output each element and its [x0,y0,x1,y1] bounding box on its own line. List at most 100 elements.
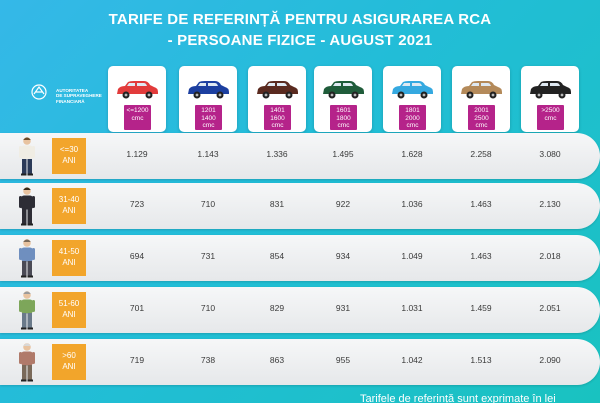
coupe-car-icon [392,81,433,99]
person-icon [19,291,35,330]
age-range: 41-50 [58,247,80,256]
tariff-value: 719 [129,355,145,365]
tariff-value: 701 [129,303,145,313]
logo-line-1: AUTORITATEA [56,88,89,93]
engine-class-text: cmc [271,122,284,129]
age-unit: ANI [62,258,76,267]
tariff-value: 934 [335,251,351,261]
engine-class-label: <=1200 cmc [124,105,151,130]
tariff-value: 694 [129,251,145,261]
age-range: 51-60 [58,299,80,308]
age-range: <=30 [59,145,79,154]
engine-class-card: 1401 1600 cmc [248,66,306,132]
engine-class-text: 1600 [270,114,285,122]
engine-class-label: 1401 1600 cmc [264,105,291,130]
age-unit: ANI [62,362,76,371]
footnote: Tarifele de referință sunt exprimate în … [360,393,556,403]
engine-class-card: >2500 cmc [521,66,579,132]
engine-class-card: 1201 1400 cmc [179,66,237,132]
tariff-value: 863 [269,355,285,365]
engine-class-label: 2001 2500 cmc [468,105,495,130]
title-line-1: TARIFE DE REFERINȚĂ PENTRU ASIGURAREA RC… [108,11,492,28]
asf-emblem-icon [31,84,47,100]
tariff-row: 41-50 ANI 694 731 854 934 1.049 1.463 2.018 [0,235,600,281]
page-title: TARIFE DE REFERINȚĂ PENTRU ASIGURAREA RC… [0,9,600,51]
person-icon [19,137,35,176]
suv-car-icon [461,81,502,99]
tariff-value: 723 [129,199,145,209]
engine-class-text: 1801 [405,107,420,114]
tariff-value: 710 [200,303,216,313]
engine-class-text: 1601 [336,107,351,114]
tariff-value: 922 [335,199,351,209]
tariff-value: 1.143 [197,149,219,159]
age-badge: 51-60 ANI [52,292,86,328]
tariff-value: 1.031 [401,303,423,313]
engine-class-label: 1201 1400 cmc [195,105,222,130]
tariff-row: 31-40 ANI 723 710 831 922 1.036 1.463 2.130 [0,183,600,229]
tariff-value: 1.049 [401,251,423,261]
engine-class-text: 2000 [405,114,420,122]
engine-class-label: 1801 2000 cmc [399,105,426,130]
sedan-car-icon [257,81,298,99]
engine-class-card: <=1200 cmc [108,66,166,132]
logo-line-3: FINANCIARĂ [56,98,85,104]
engine-class-text: cmc [406,122,419,129]
tariff-row: 51-60 ANI 701 710 829 931 1.031 1.459 2.051 [0,287,600,333]
age-range: >60 [62,351,76,360]
engine-class-label: >2500 cmc [537,105,564,130]
tariff-value: 1.463 [470,199,492,209]
engine-class-text: cmc [475,122,488,129]
age-badge: >60 ANI [52,344,86,380]
tariff-value: 1.129 [126,149,148,159]
person-icon [19,343,35,382]
tariff-value: 854 [269,251,285,261]
tariff-value: 3.080 [539,149,561,159]
tariff-value: 1.463 [470,251,492,261]
age-unit: ANI [62,310,76,319]
hatchback-car-icon [117,81,158,99]
age-badge: 31-40 ANI [52,188,86,224]
age-unit: ANI [62,156,76,165]
engine-class-text: 2001 [474,107,489,114]
engine-class-text: cmc [202,122,215,129]
tariff-row: <=30 ANI 1.129 1.143 1.336 1.495 1.628 2.258 3.0… [0,133,600,179]
tariff-value: 931 [335,303,351,313]
tariff-value: 2.130 [539,199,561,209]
person-icon [19,239,35,278]
tariff-value: 829 [269,303,285,313]
tariff-value: 2.018 [539,251,561,261]
engine-class-text: 1401 [270,107,285,114]
engine-class-text: 2500 [474,114,489,122]
engine-class-card: 1801 2000 cmc [383,66,441,132]
age-range: 31-40 [58,195,80,204]
tariff-value: 1.336 [266,149,288,159]
tariff-value: 955 [335,355,351,365]
compact-car-icon [188,81,229,99]
engine-class-text: 1800 [336,114,351,122]
tariff-value: 1.495 [332,149,354,159]
age-badge: <=30 ANI [52,138,86,174]
engine-class-text: <=1200 [126,107,149,114]
tariff-value: 738 [200,355,216,365]
engine-class-label: 1601 1800 cmc [330,105,357,130]
title-line-2: - PERSOANE FIZICE - AUGUST 2021 [167,32,433,49]
engine-class-text: cmc [544,114,557,122]
tariff-value: 1.628 [401,149,423,159]
tariff-value: 1.513 [470,355,492,365]
tariff-value: 831 [269,199,285,209]
tariff-value: 710 [200,199,216,209]
engine-class-text: 1400 [201,114,216,122]
tariff-row: >60 ANI 719 738 863 955 1.042 1.513 2.090 [0,339,600,385]
engine-class-card: 2001 2500 cmc [452,66,510,132]
age-unit: ANI [62,206,76,215]
logo-line-2: DE SUPRAVEGHERE [56,93,102,99]
person-icon [19,187,35,226]
asf-logo: AUTORITATEA DE SUPRAVEGHERE FINANCIARĂ [30,82,110,118]
tariff-value: 1.042 [401,355,423,365]
engine-class-text: 1201 [201,107,216,114]
station-wagon-icon [323,81,364,99]
engine-class-text: >2500 [541,107,560,114]
tariff-value: 2.090 [539,355,561,365]
convertible-car-icon [530,81,571,99]
